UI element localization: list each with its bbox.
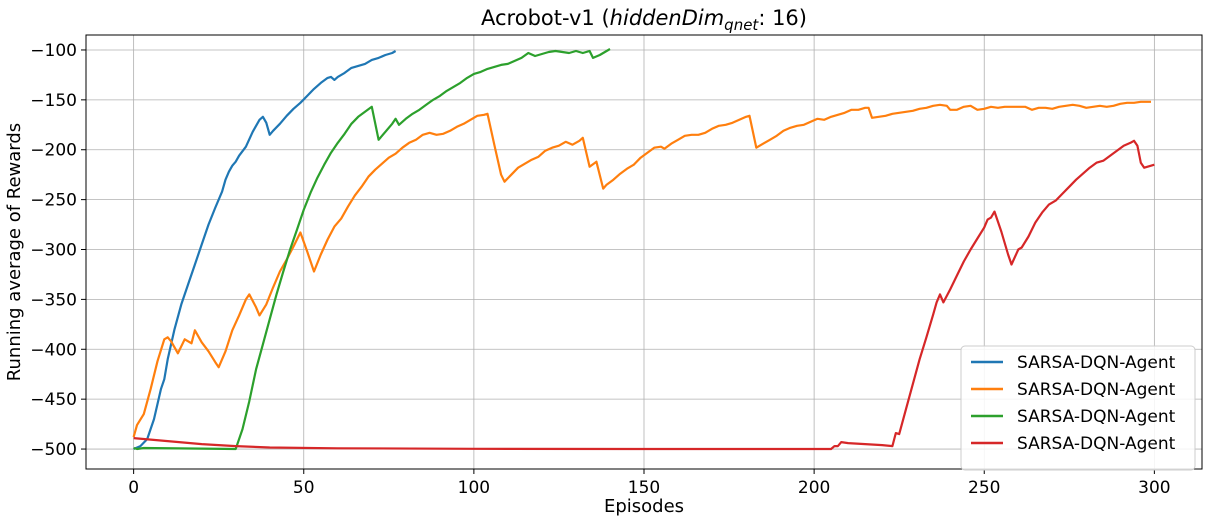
legend: SARSA-DQN-Agent SARSA-DQN-Agent SARSA-DQN-…: [960, 345, 1196, 471]
y-tick-label: −500: [30, 440, 77, 460]
y-tick-label: −150: [30, 91, 77, 111]
series-line-1: [133, 50, 397, 451]
x-tick-label: 200: [798, 478, 830, 498]
series-lines: [132, 48, 1155, 451]
chart-title: Acrobot-v1 (hiddenDimqnet: 16): [481, 6, 807, 34]
legend-box: [960, 345, 1196, 471]
y-tick-label: −100: [30, 41, 77, 61]
y-tick-label: −350: [30, 290, 77, 310]
axis-ticks: 0 50 100 150 200 250 300 −500 −450 −400 −350 −300 −2…: [30, 41, 1170, 498]
y-tick-label: −200: [30, 141, 77, 161]
y-tick-label: −450: [30, 390, 77, 410]
y-tick-label: −400: [30, 340, 77, 360]
legend-label: SARSA-DQN-Agent: [1017, 380, 1176, 400]
x-tick-label: 250: [968, 478, 1000, 498]
x-tick-label: 0: [128, 478, 139, 498]
legend-label: SARSA-DQN-Agent: [1017, 434, 1176, 454]
y-tick-label: −300: [30, 241, 77, 261]
y-axis-label: Running average of Rewards: [4, 123, 25, 381]
x-tick-label: 50: [293, 478, 315, 498]
legend-label: SARSA-DQN-Agent: [1017, 353, 1176, 373]
y-tick-label: −250: [30, 191, 77, 211]
series-line-4: [133, 139, 1155, 451]
x-axis-label: Episodes: [604, 496, 684, 517]
x-tick-label: 100: [458, 478, 490, 498]
series-line-3: [133, 48, 611, 451]
x-tick-label: 150: [628, 478, 660, 498]
legend-label: SARSA-DQN-Agent: [1017, 407, 1176, 427]
x-tick-label: 300: [1138, 478, 1170, 498]
